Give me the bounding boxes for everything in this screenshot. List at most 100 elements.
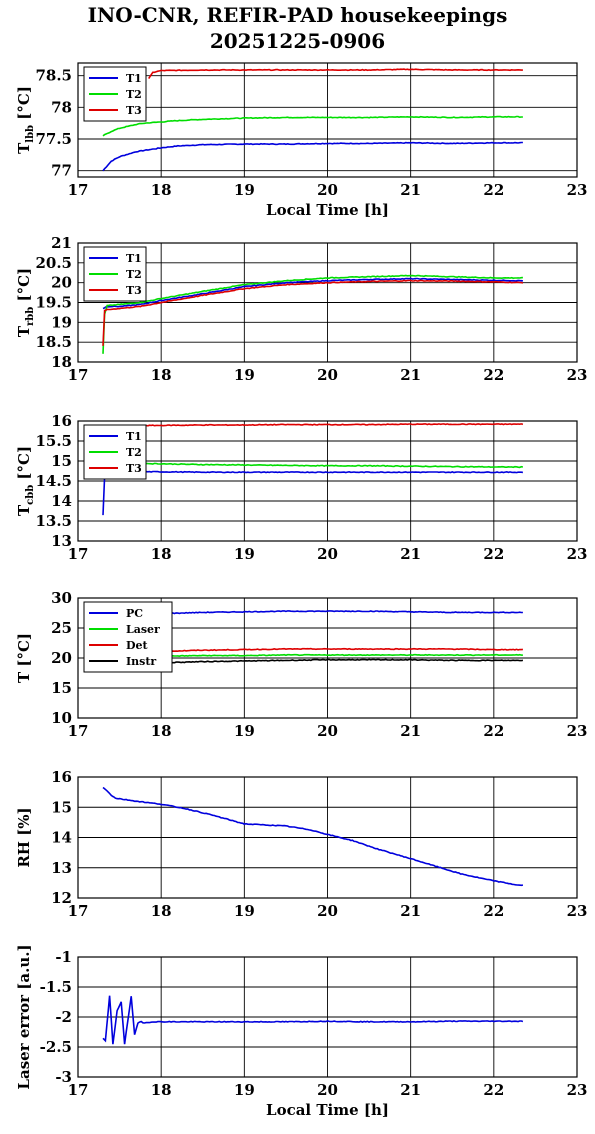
y-tick-label: 78 bbox=[51, 98, 72, 116]
y-tick-label: 14 bbox=[51, 829, 72, 847]
series-line-instr bbox=[102, 658, 524, 666]
y-tick-label: 25 bbox=[51, 619, 72, 637]
y-tick-label: 19 bbox=[51, 313, 72, 331]
plot-frame bbox=[77, 776, 578, 899]
plot-frame bbox=[77, 242, 578, 363]
x-axis-label: Local Time [h] bbox=[266, 1101, 389, 1119]
x-tick-label: 19 bbox=[234, 545, 255, 563]
y-tick-label: 18 bbox=[51, 353, 72, 371]
y-tick-label: 21 bbox=[51, 234, 72, 252]
plot-frame bbox=[77, 956, 578, 1078]
y-tick-label: -2 bbox=[55, 1008, 72, 1026]
y-axis-label: Tlbb [°C] bbox=[15, 86, 36, 154]
y-tick-label: 13 bbox=[51, 859, 72, 877]
y-axis-label: Trbb [°C] bbox=[15, 268, 36, 337]
x-tick-label: 23 bbox=[567, 366, 588, 384]
x-axis-label: Local Time [h] bbox=[266, 201, 389, 219]
x-tick-label: 23 bbox=[567, 722, 588, 740]
legend-label: PC bbox=[126, 607, 143, 620]
y-tick-label: 10 bbox=[51, 709, 72, 727]
y-tick-label: 19.5 bbox=[35, 294, 72, 312]
legend-label: T1 bbox=[126, 430, 142, 443]
series-line-t3 bbox=[148, 68, 523, 80]
y-tick-label: -1.5 bbox=[40, 978, 72, 996]
series-line-det bbox=[103, 647, 523, 655]
y-tick-label: -1 bbox=[55, 948, 72, 966]
y-tick-label: -3 bbox=[55, 1068, 72, 1086]
plot-frame bbox=[77, 62, 578, 178]
x-tick-label: 18 bbox=[151, 366, 172, 384]
x-tick-label: 18 bbox=[151, 181, 172, 199]
y-tick-label: 13.5 bbox=[35, 512, 72, 530]
x-tick-label: 17 bbox=[68, 545, 89, 563]
legend: T1 T2 T3 bbox=[83, 246, 147, 302]
y-tick-label: 12 bbox=[51, 889, 72, 907]
series-line-t1 bbox=[102, 470, 523, 516]
y-tick-label: 14.5 bbox=[35, 472, 72, 490]
series-line bbox=[102, 995, 524, 1045]
x-tick-label: 19 bbox=[234, 181, 255, 199]
x-tick-label: 20 bbox=[317, 902, 338, 920]
legend-label: T3 bbox=[126, 104, 142, 117]
legend-label: T2 bbox=[126, 446, 142, 459]
series-line-pc bbox=[102, 610, 523, 617]
x-tick-label: 17 bbox=[68, 722, 89, 740]
legend-label: Laser bbox=[126, 623, 160, 636]
y-tick-label: 14 bbox=[51, 492, 72, 510]
series-line-t2 bbox=[102, 274, 523, 354]
x-tick-label: 23 bbox=[567, 181, 588, 199]
series-line-laser bbox=[102, 653, 523, 659]
series-line-t3 bbox=[102, 423, 524, 427]
y-tick-label: 30 bbox=[51, 589, 72, 607]
x-tick-label: 19 bbox=[234, 1081, 255, 1099]
x-tick-label: 17 bbox=[68, 902, 89, 920]
x-tick-label: 21 bbox=[400, 1081, 421, 1099]
chart-panel-3: 17 18 19 20 21 22 23 13 13.5 14 14.5 15 15.5 16 Tcbb [… bbox=[15, 412, 587, 563]
x-tick-label: 17 bbox=[68, 181, 89, 199]
y-tick-label: 78.5 bbox=[35, 67, 72, 85]
y-tick-label: 16 bbox=[51, 768, 72, 786]
x-tick-label: 19 bbox=[234, 902, 255, 920]
y-tick-label: 77 bbox=[51, 162, 72, 180]
figure-title-line-2: 20251225-0906 bbox=[209, 29, 386, 53]
y-tick-label: -2.5 bbox=[40, 1038, 72, 1056]
x-tick-label: 21 bbox=[400, 545, 421, 563]
plot-frame bbox=[77, 597, 578, 719]
x-tick-label: 20 bbox=[317, 545, 338, 563]
y-axis-label: T [°C] bbox=[15, 633, 33, 683]
x-tick-label: 17 bbox=[68, 366, 89, 384]
x-tick-label: 17 bbox=[68, 1081, 89, 1099]
y-axis-label: RH [%] bbox=[15, 807, 33, 867]
chart-panel-6: 17 18 19 20 21 22 23 -3 -2.5 -2 -1.5 -1 Local Time [… bbox=[15, 944, 587, 1119]
y-tick-label: 15 bbox=[51, 452, 72, 470]
y-tick-label: 15 bbox=[51, 679, 72, 697]
chart-panel-5: 17 18 19 20 21 22 23 12 13 14 15 16 RH [%] bbox=[15, 768, 587, 920]
y-tick-label: 20.5 bbox=[35, 254, 72, 272]
x-tick-label: 19 bbox=[234, 366, 255, 384]
x-tick-label: 22 bbox=[483, 902, 504, 920]
chart-panel-4: 17 18 19 20 21 22 23 10 15 20 25 30 T [°C] PC Laser Det… bbox=[15, 589, 587, 740]
legend-label: T1 bbox=[126, 252, 142, 265]
series-line-t3 bbox=[102, 279, 524, 346]
x-tick-label: 20 bbox=[317, 366, 338, 384]
x-tick-label: 22 bbox=[483, 366, 504, 384]
legend-label: T3 bbox=[126, 284, 142, 297]
y-tick-label: 20 bbox=[51, 649, 72, 667]
legend-label: T2 bbox=[126, 268, 142, 281]
x-tick-label: 18 bbox=[151, 902, 172, 920]
legend-label: T3 bbox=[126, 462, 142, 475]
y-tick-label: 13 bbox=[51, 532, 72, 550]
y-tick-label: 20 bbox=[51, 274, 72, 292]
x-tick-label: 21 bbox=[400, 902, 421, 920]
plot-frame bbox=[77, 420, 578, 542]
y-tick-label: 15.5 bbox=[35, 432, 72, 450]
series-line-t2 bbox=[102, 115, 523, 137]
figure-title-line-1: INO-CNR, REFIR-PAD housekeepings bbox=[87, 3, 508, 27]
x-tick-label: 22 bbox=[483, 722, 504, 740]
series-line-t1 bbox=[102, 277, 523, 310]
y-axis-label: Tcbb [°C] bbox=[15, 446, 36, 516]
series-line bbox=[102, 786, 524, 887]
x-tick-label: 19 bbox=[234, 722, 255, 740]
x-tick-label: 22 bbox=[483, 181, 504, 199]
